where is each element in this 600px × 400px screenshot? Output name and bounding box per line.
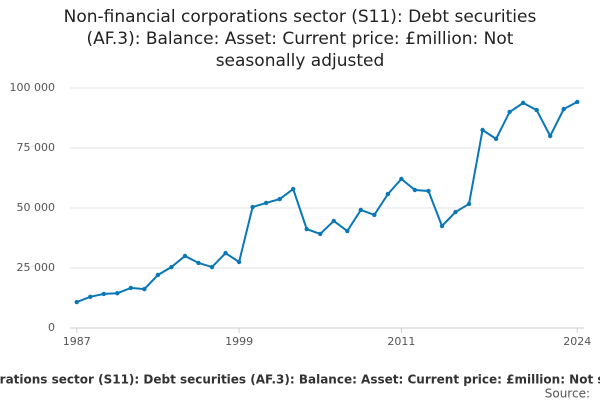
x-tick-label: 2024	[563, 335, 591, 348]
x-tick-label: 1987	[63, 335, 91, 348]
point	[196, 260, 201, 266]
y-tick-label: 0	[48, 321, 55, 334]
point	[399, 176, 404, 182]
point	[290, 186, 296, 192]
point	[304, 226, 309, 232]
point	[263, 200, 269, 206]
point	[101, 291, 107, 297]
point	[223, 250, 228, 256]
point	[358, 207, 364, 213]
point	[155, 272, 161, 278]
point	[426, 188, 431, 194]
y-tick-label: 75 000	[17, 141, 56, 154]
point	[182, 253, 188, 259]
point	[439, 223, 445, 229]
point	[385, 191, 391, 197]
point	[277, 196, 282, 202]
point	[128, 285, 134, 291]
point	[575, 99, 580, 105]
point	[547, 133, 553, 139]
point	[561, 106, 566, 112]
point	[74, 299, 79, 305]
point	[534, 107, 539, 113]
point	[345, 228, 350, 234]
y-tick-label: 25 000	[17, 261, 56, 274]
line	[76, 101, 578, 304]
point	[372, 212, 377, 218]
point	[142, 286, 147, 292]
y-tick-label: 50 000	[17, 201, 56, 214]
point	[250, 204, 255, 210]
point	[88, 294, 93, 299]
point	[520, 100, 526, 106]
point	[331, 218, 336, 224]
point	[169, 264, 174, 270]
x-tick-label: 2011	[387, 335, 415, 348]
point	[466, 201, 472, 207]
chart-title: Non-financial corporations sector (S11):…	[63, 7, 537, 71]
point	[507, 109, 512, 115]
x-axis-label: Non-financial corporations sector (S11):…	[0, 373, 600, 387]
point	[236, 259, 242, 265]
point	[480, 127, 485, 133]
y-tick-label: 100 000	[10, 81, 56, 94]
point	[209, 264, 215, 270]
point	[453, 209, 458, 215]
point	[318, 231, 323, 237]
x-tick-label: 1999	[225, 335, 253, 348]
point	[412, 187, 418, 193]
point	[115, 291, 120, 296]
point	[493, 136, 499, 142]
source: Source:	[545, 387, 590, 400]
